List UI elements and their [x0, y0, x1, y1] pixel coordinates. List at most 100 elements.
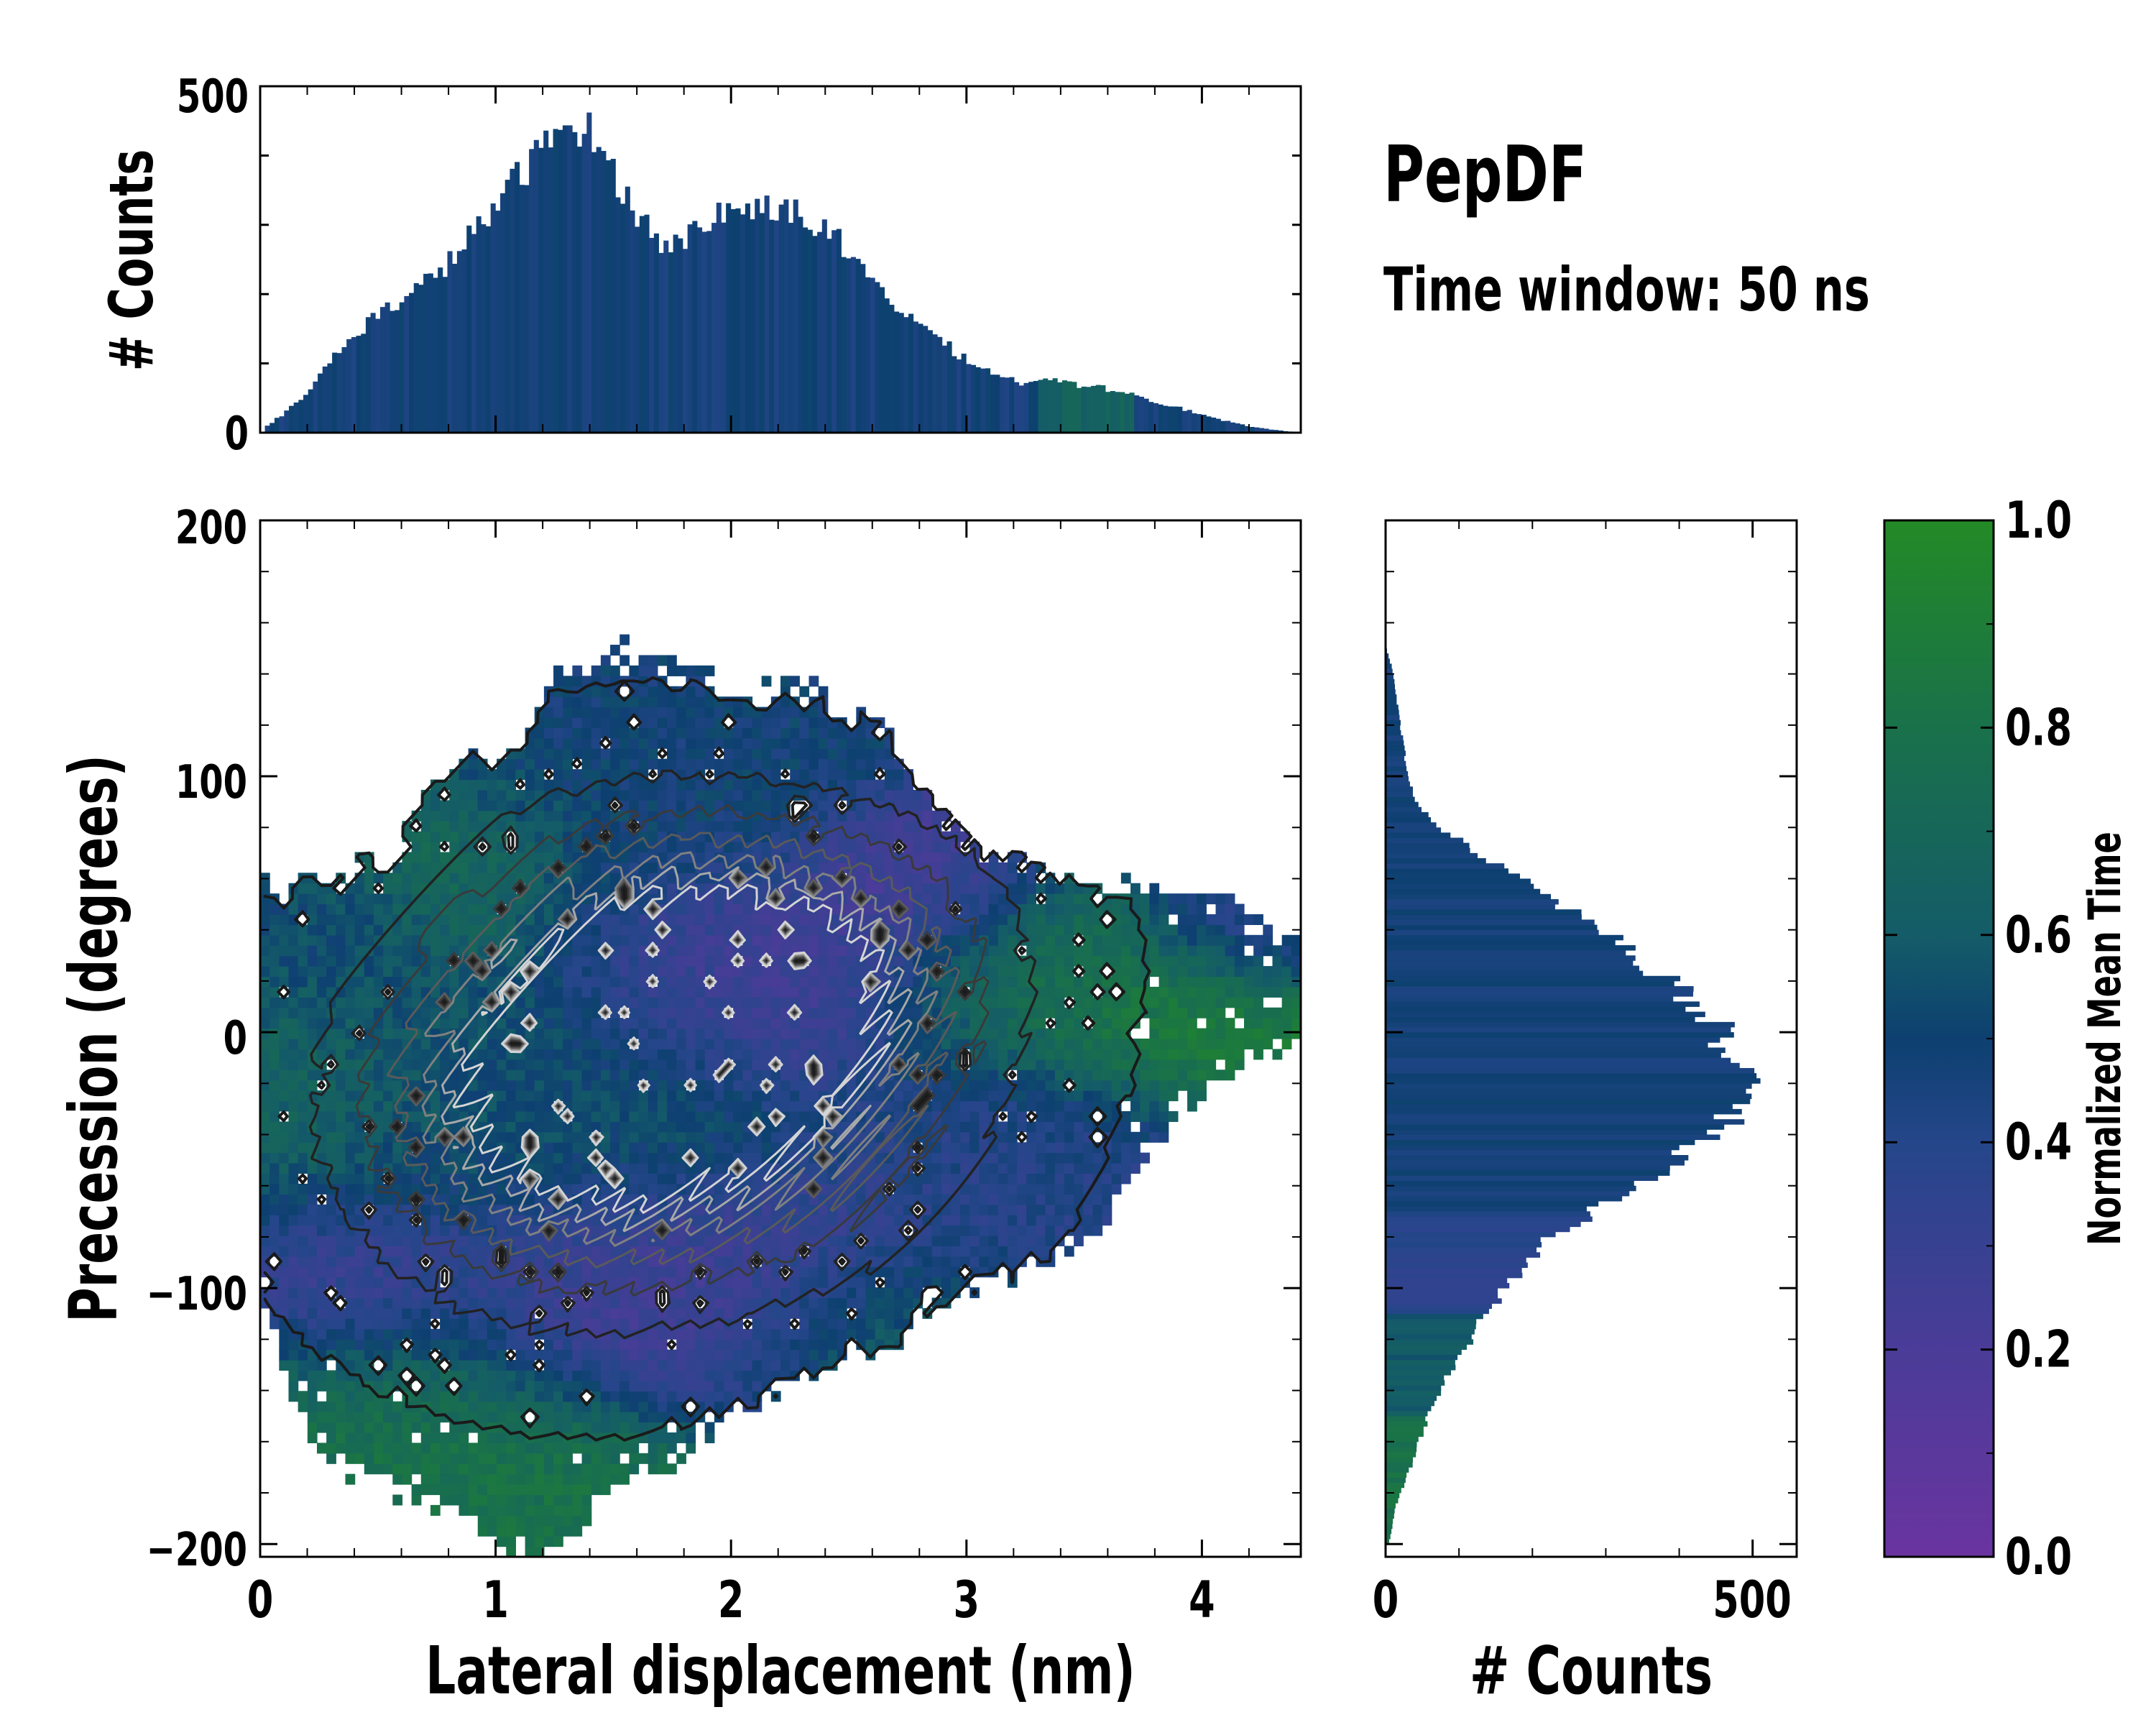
- heatmap-cell: [837, 1287, 847, 1299]
- heatmap-cell: [553, 1235, 563, 1246]
- heatmap-cell: [392, 1453, 403, 1464]
- heatmap-cell: [610, 1391, 620, 1402]
- top-histogram-bar: [1211, 417, 1217, 433]
- heatmap-cell: [884, 862, 895, 873]
- heatmap-cell: [667, 1360, 677, 1371]
- heatmap-cell: [742, 1090, 753, 1102]
- heatmap-cell: [714, 1287, 724, 1299]
- heatmap-cell: [459, 1380, 469, 1392]
- heatmap-cell: [298, 1276, 308, 1288]
- heatmap-cell: [950, 1121, 961, 1133]
- heatmap-cell: [686, 686, 696, 697]
- heatmap-cell: [373, 1194, 384, 1205]
- heatmap-cell: [364, 883, 374, 894]
- heatmap-cell: [572, 1007, 583, 1018]
- heatmap-cell: [449, 1339, 460, 1351]
- heatmap-cell: [865, 903, 876, 915]
- heatmap-cell: [704, 903, 715, 915]
- heatmap-cell: [270, 1049, 280, 1060]
- heatmap-cell: [581, 1039, 592, 1050]
- heatmap-cell: [638, 1370, 649, 1381]
- heatmap-cell: [506, 924, 517, 936]
- heatmap-cell: [724, 924, 734, 936]
- heatmap-cell: [847, 1246, 857, 1257]
- heatmap-cell: [326, 1194, 336, 1205]
- heatmap-cell: [534, 1007, 545, 1018]
- heatmap-cell: [676, 924, 686, 936]
- top-histogram-bar: [635, 226, 640, 433]
- heatmap-cell: [497, 852, 507, 863]
- heatmap-cell: [336, 1370, 346, 1381]
- heatmap-cell: [780, 789, 791, 801]
- heatmap-cell: [487, 1028, 497, 1039]
- heatmap-cell: [354, 1235, 365, 1246]
- heatmap-cell: [676, 1328, 686, 1340]
- heatmap-cell: [770, 934, 781, 946]
- heatmap-cell: [941, 1235, 952, 1246]
- heatmap-cell: [468, 893, 479, 905]
- heatmap-cell: [345, 1401, 356, 1412]
- heatmap-cell: [345, 1090, 356, 1102]
- heatmap-cell: [799, 758, 810, 770]
- heatmap-cell: [619, 789, 630, 801]
- heatmap-cell: [724, 1090, 734, 1102]
- heatmap-cell: [619, 1349, 630, 1361]
- heatmap-cell: [790, 914, 800, 925]
- heatmap-cell: [411, 862, 422, 873]
- heatmap-cell: [610, 842, 620, 853]
- heatmap-cell: [610, 1276, 620, 1288]
- heatmap-cell: [392, 1276, 403, 1288]
- heatmap-cell: [420, 852, 431, 863]
- heatmap-cell: [572, 1443, 583, 1454]
- heatmap-cell: [543, 1484, 554, 1496]
- heatmap-cell: [591, 1422, 602, 1433]
- heatmap-cell: [770, 707, 781, 718]
- heatmap-cell: [288, 1256, 299, 1267]
- heatmap-cell: [818, 737, 829, 749]
- heatmap-cell: [411, 1287, 422, 1299]
- heatmap-cell: [847, 997, 857, 1008]
- heatmap-cell: [440, 1401, 450, 1412]
- heatmap-cell: [799, 686, 810, 697]
- heatmap-cell: [903, 1297, 913, 1309]
- heatmap-cell: [572, 779, 583, 791]
- heatmap-cell: [581, 1194, 592, 1205]
- heatmap-cell: [790, 1360, 800, 1371]
- heatmap-cell: [770, 1090, 781, 1102]
- heatmap-cell: [383, 1276, 393, 1288]
- heatmap-cell: [553, 1163, 563, 1174]
- top-histogram-bar: [759, 213, 765, 433]
- heatmap-cell: [506, 1110, 517, 1122]
- heatmap-cell: [345, 1307, 356, 1319]
- top-histogram-bar: [495, 211, 501, 433]
- heatmap-cell: [345, 1432, 356, 1443]
- heatmap-cell: [648, 1256, 658, 1267]
- heatmap-cell: [563, 1173, 573, 1184]
- heatmap-cell: [270, 1018, 280, 1029]
- top-histogram-bar: [490, 203, 496, 433]
- heatmap-cell: [591, 1349, 602, 1361]
- heatmap-cell: [818, 986, 829, 998]
- heatmap-cell: [563, 1525, 573, 1537]
- heatmap-cell: [950, 1039, 961, 1050]
- heatmap-cell: [657, 1443, 668, 1454]
- heatmap-cell: [345, 1163, 356, 1174]
- heatmap-cell: [827, 1039, 838, 1050]
- heatmap-cell: [553, 696, 563, 708]
- top-histogram-bar: [1215, 418, 1221, 433]
- heatmap-cell: [345, 1028, 356, 1039]
- heatmap-cell: [761, 1018, 772, 1029]
- heatmap-cell: [827, 758, 838, 770]
- heatmap-cell: [288, 1380, 299, 1392]
- heatmap-cell: [667, 779, 677, 791]
- heatmap-cell: [742, 1049, 753, 1060]
- heatmap-cell: [288, 1370, 299, 1381]
- heatmap-cell: [316, 1422, 327, 1433]
- heatmap-cell: [667, 1100, 677, 1112]
- heatmap-cell: [667, 655, 677, 666]
- heatmap-cell: [506, 1494, 517, 1506]
- heatmap-cell: [326, 1318, 336, 1330]
- heatmap-cell: [354, 1276, 365, 1288]
- heatmap-cell: [364, 893, 374, 905]
- heatmap-cell: [818, 727, 829, 739]
